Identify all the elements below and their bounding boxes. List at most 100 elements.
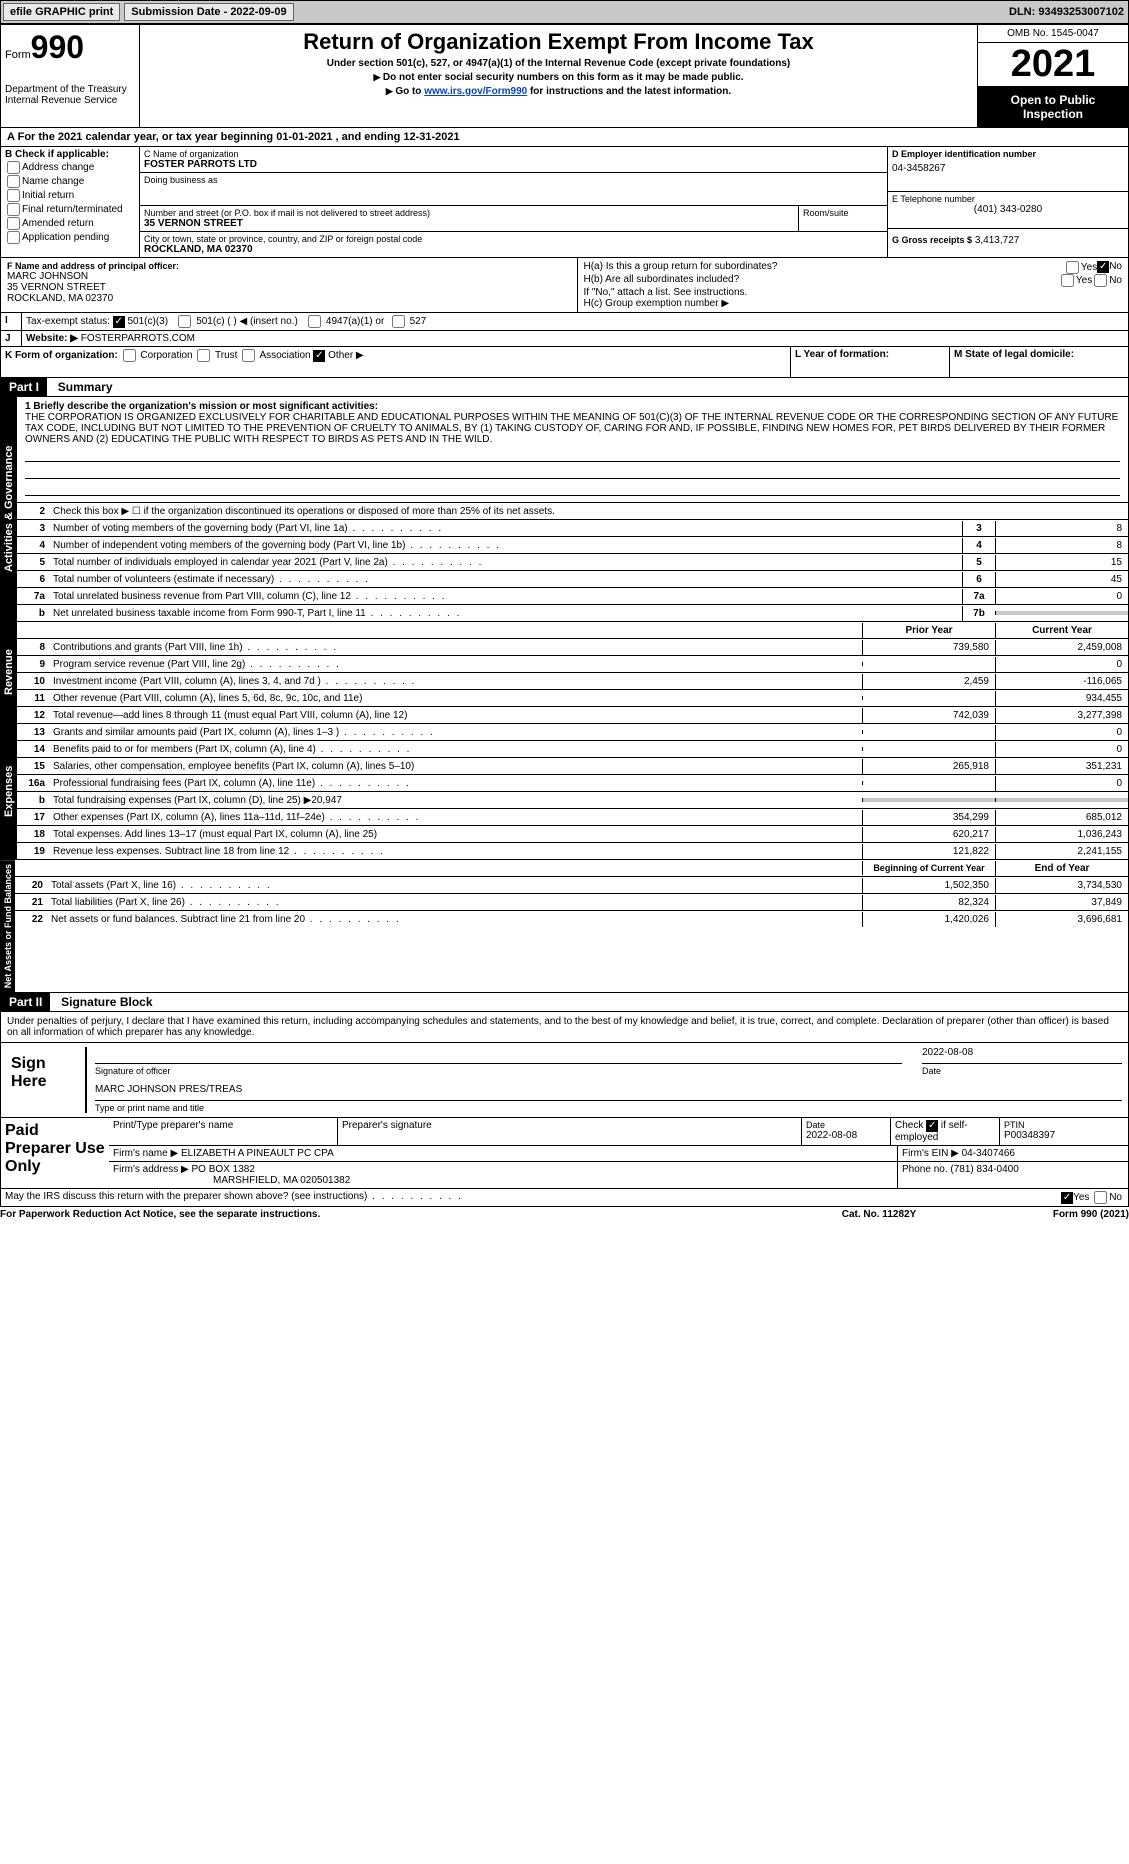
year-formation-label: L Year of formation: [795,349,889,360]
submission-date-button[interactable]: Submission Date - 2022-09-09 [124,3,293,21]
line-19-curr: 2,241,155 [995,844,1128,859]
efile-button[interactable]: efile GRAPHIC print [3,3,120,21]
prep-check-label: Check [895,1120,923,1131]
section-i-letter: I [1,313,22,330]
line-2-text: Check this box ▶ ☐ if the organization d… [49,504,1128,519]
discuss-no[interactable]: No [1092,1192,1122,1203]
officer-name: MARC JOHNSON [7,271,571,282]
cb-501c3[interactable]: ✓ 501(c)(3) [113,316,168,327]
paid-preparer-label: Paid Preparer Use Only [1,1118,109,1188]
cb-application-pending-label: Application pending [22,232,109,243]
section-b-label: B Check if applicable: [5,149,135,160]
section-fh-row: F Name and address of principal officer:… [0,258,1129,313]
line-9-curr: 0 [995,657,1128,672]
cb-initial-return[interactable]: Initial return [5,189,135,202]
firm-addr2: MARSHFIELD, MA 020501382 [113,1175,350,1186]
line-16b-text: Total fundraising expenses (Part IX, col… [49,793,862,808]
col-prior-year: Prior Year [862,623,995,638]
discuss-yes[interactable]: ✓Yes [1061,1192,1089,1203]
officer-name-label: Type or print name and title [95,1103,1122,1113]
opt-501c: 501(c) ( ) ◀ (insert no.) [196,316,298,327]
hc-label: H(c) Group exemption number ▶ [584,298,1123,309]
cb-4947[interactable]: 4947(a)(1) or [306,316,384,327]
line-15-prior: 265,918 [862,759,995,774]
cb-527[interactable]: 527 [390,316,426,327]
line-4-text: Number of independent voting members of … [49,538,962,553]
section-f: F Name and address of principal officer:… [1,258,578,312]
line-5-box: 5 [962,555,995,570]
line-5: 5Total number of individuals employed in… [17,554,1128,571]
ha-no-label: No [1109,261,1122,272]
check-icon: ✓ [1097,261,1109,273]
org-name: FOSTER PARROTS LTD [144,159,883,170]
firm-name-value: ELIZABETH A PINEAULT PC CPA [181,1148,334,1159]
revenue-header-row: Prior YearCurrent Year [17,622,1128,639]
check-icon: ✓ [313,350,325,362]
line-7b: bNet unrelated business taxable income f… [17,605,1128,621]
line-8-prior: 739,580 [862,640,995,655]
hb-note: If "No," attach a list. See instructions… [584,287,1123,298]
firm-phone-value: (781) 834-0400 [950,1164,1018,1175]
tab-activities-governance: Activities & Governance [1,397,17,621]
line-14: 14Benefits paid to or for members (Part … [17,741,1128,758]
prep-date-label: Date [806,1120,886,1130]
ha-no[interactable]: ✓No [1097,261,1122,274]
section-c: C Name of organizationFOSTER PARROTS LTD… [140,147,888,257]
officer-label: F Name and address of principal officer: [7,261,571,271]
irs-link[interactable]: www.irs.gov/Form990 [424,86,527,97]
firm-ein-label: Firm's EIN ▶ [902,1148,959,1159]
cb-name-change-label: Name change [22,176,84,187]
prep-date-value: 2022-08-08 [806,1130,886,1141]
ha-yes[interactable]: Yes [1064,261,1097,274]
section-deg: D Employer identification number04-34582… [888,147,1128,257]
line-13-curr: 0 [995,725,1128,740]
cb-corporation[interactable]: Corporation [121,350,193,361]
city-label: City or town, state or province, country… [144,234,883,244]
cb-501c[interactable]: 501(c) ( ) ◀ (insert no.) [176,316,297,327]
form-header: Form990 Department of the Treasury Inter… [0,24,1129,128]
cb-final-return[interactable]: Final return/terminated [5,203,135,216]
opt-trust: Trust [215,350,237,361]
line-10-text: Investment income (Part VIII, column (A)… [49,674,862,689]
line-21-prior: 82,324 [862,895,995,910]
line-7a-text: Total unrelated business revenue from Pa… [49,589,962,604]
line-17-prior: 354,299 [862,810,995,825]
street-value: 35 VERNON STREET [144,218,794,229]
cb-application-pending[interactable]: Application pending [5,231,135,244]
line-14-curr: 0 [995,742,1128,757]
blank-line [25,481,1120,496]
line-18: 18Total expenses. Add lines 13–17 (must … [17,826,1128,843]
officer-name-line: MARC JOHNSON PRES/TREAS [95,1084,1122,1101]
dln-label: DLN: 93493253007102 [1005,6,1128,18]
declaration-text: Under penalties of perjury, I declare th… [0,1012,1129,1043]
line-8-curr: 2,459,008 [995,640,1128,655]
cb-association[interactable]: Association [240,350,310,361]
hb-no[interactable]: No [1092,274,1122,287]
section-klm-row: K Form of organization: Corporation Trus… [0,347,1129,378]
line-5-val: 15 [995,555,1128,570]
phone-label: E Telephone number [892,194,1124,204]
hb-yes[interactable]: Yes [1059,274,1092,287]
line-18-curr: 1,036,243 [995,827,1128,842]
line-16a: 16aProfessional fundraising fees (Part I… [17,775,1128,792]
line-22: 22Net assets or fund balances. Subtract … [15,911,1128,927]
cb-amended-return[interactable]: Amended return [5,217,135,230]
line-15-curr: 351,231 [995,759,1128,774]
cb-address-change[interactable]: Address change [5,161,135,174]
sign-here-block: Sign Here Signature of officer 2022-08-0… [0,1043,1129,1118]
org-name-label: C Name of organization [144,149,883,159]
line-15: 15Salaries, other compensation, employee… [17,758,1128,775]
line-7a: 7aTotal unrelated business revenue from … [17,588,1128,605]
signature-line[interactable] [95,1047,902,1064]
line-7a-val: 0 [995,589,1128,604]
officer-addr2: ROCKLAND, MA 02370 [7,293,571,304]
cb-other[interactable]: ✓ Other ▶ [313,350,363,361]
open-to-public: Open to Public Inspection [978,87,1128,127]
phone-value: (401) 343-0280 [892,204,1124,215]
line-6-text: Total number of volunteers (estimate if … [49,572,962,587]
line-20-curr: 3,734,530 [995,878,1128,893]
cb-trust[interactable]: Trust [195,350,237,361]
part1-title: Summary [50,380,113,394]
cb-name-change[interactable]: Name change [5,175,135,188]
part2-label: Part II [1,993,50,1011]
